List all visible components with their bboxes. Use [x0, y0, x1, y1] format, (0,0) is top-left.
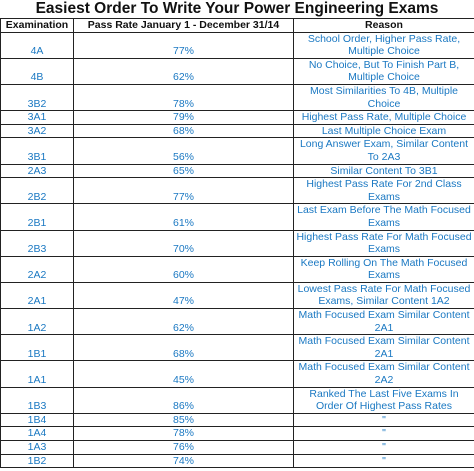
- title: Easiest Order To Write Your Power Engine…: [35, 0, 439, 17]
- reason-cell: Highest Pass Rate For Math Focused Exams: [293, 229, 474, 257]
- pass-rate-cell: 77%: [73, 31, 294, 59]
- exam-cell: 4A: [0, 31, 74, 59]
- exam-cell: 4B: [0, 57, 74, 85]
- reason-cell: Highest Pass Rate For 2nd Class Exams: [293, 177, 474, 205]
- reason-cell: Highest Pass Rate, Multiple Choice: [293, 110, 474, 125]
- reason-cell: Keep Rolling On The Math Focused Exams: [293, 255, 474, 283]
- exam-cell: 1B2: [0, 453, 74, 469]
- pass-rate-cell: 62%: [73, 308, 294, 336]
- table-row: 1A3 76% ": [0, 440, 474, 455]
- exam-cell: 3B2: [0, 83, 74, 112]
- pass-rate-cell: 85%: [73, 412, 294, 428]
- table-row: 3A1 79% Highest Pass Rate, Multiple Choice: [0, 110, 474, 125]
- reason-cell: Last Multiple Choice Exam: [293, 123, 474, 139]
- exam-cell: 1B4: [0, 412, 74, 428]
- table-row: 2A1 47% Lowest Pass Rate For Math Focused …: [0, 281, 474, 310]
- reason-cell: Last Exam Before The Math Focused Exams: [293, 203, 474, 231]
- pass-rate-cell: 86%: [73, 386, 294, 414]
- exam-cell: 3A1: [0, 110, 74, 125]
- reason-cell: Math Focused Exam Similar Content 2A1: [293, 308, 474, 336]
- column-header: Pass Rate January 1 - December 31/14: [73, 18, 294, 33]
- pass-rate-cell: 62%: [73, 57, 294, 85]
- reason-cell: Math Focused Exam Similar Content 2A1: [293, 334, 474, 362]
- table-row: 3B2 78% Most Similarities To 4B, Multiple …: [0, 83, 474, 112]
- table-row: 2B2 77% Highest Pass Rate For 2nd Class Ex…: [0, 177, 474, 205]
- exam-cell: 2B3: [0, 229, 74, 257]
- exam-cell: 2A1: [0, 281, 74, 310]
- pass-rate-cell: 78%: [73, 426, 294, 441]
- reason-cell: Math Focused Exam Similar Content 2A2: [293, 360, 474, 388]
- exam-cell: 2A2: [0, 255, 74, 283]
- table-row: 2B1 61% Last Exam Before The Math Focused …: [0, 203, 474, 231]
- pass-rate-cell: 74%: [73, 453, 294, 469]
- table-row: 1B3 86% Ranked The Last Five Exams In Orde…: [0, 386, 474, 414]
- table-row: 3B1 56% Long Answer Exam, Similar Content …: [0, 137, 474, 165]
- reason-cell: Long Answer Exam, Similar Content To 2A3: [293, 137, 474, 165]
- exam-cell: 2B2: [0, 177, 74, 205]
- reason-cell: Ranked The Last Five Exams In Order Of H…: [293, 386, 474, 414]
- table-head: Examination Pass Rate January 1 - Decembe…: [0, 18, 474, 33]
- exam-cell: 1B1: [0, 334, 74, 362]
- reason-cell: Lowest Pass Rate For Math Focused Exams,…: [293, 281, 474, 310]
- pass-rate-cell: 65%: [73, 163, 294, 179]
- table-row: 4A 77% School Order, Higher Pass Rate, Mul…: [0, 31, 474, 59]
- reason-cell: ": [293, 426, 474, 441]
- table-row: 1A4 78% ": [0, 426, 474, 441]
- table-row: 4B 62% No Choice, But To Finish Part B, Mu…: [0, 57, 474, 85]
- table-row: 1A1 45% Math Focused Exam Similar Content …: [0, 360, 474, 388]
- exam-cell: 1A2: [0, 308, 74, 336]
- reason-cell: ": [293, 453, 474, 469]
- table-row: 1B2 74% ": [0, 453, 474, 469]
- table-row: 1B4 85% ": [0, 412, 474, 428]
- exam-cell: 3A2: [0, 123, 74, 139]
- column-header: Examination: [0, 18, 74, 33]
- header-row: Examination Pass Rate January 1 - Decembe…: [0, 18, 474, 33]
- reason-cell: No Choice, But To Finish Part B, Multipl…: [293, 57, 474, 85]
- table: Examination Pass Rate January 1 - Decembe…: [0, 18, 474, 469]
- pass-rate-cell: 68%: [73, 123, 294, 139]
- exam-cell: 2A3: [0, 163, 74, 179]
- reason-cell: Most Similarities To 4B, Multiple Choice: [293, 83, 474, 112]
- pass-rate-cell: 79%: [73, 110, 294, 125]
- pass-rate-cell: 77%: [73, 177, 294, 205]
- table-row: 3A2 68% Last Multiple Choice Exam: [0, 123, 474, 139]
- exam-cell: 2B1: [0, 203, 74, 231]
- table-row: 2B3 70% Highest Pass Rate For Math Focused…: [0, 229, 474, 257]
- pass-rate-cell: 45%: [73, 360, 294, 388]
- reason-cell: School Order, Higher Pass Rate, Multiple…: [293, 31, 474, 59]
- exam-cell: 1A4: [0, 426, 74, 441]
- pass-rate-cell: 70%: [73, 229, 294, 257]
- table-row: 2A3 65% Similar Content To 3B1: [0, 163, 474, 179]
- exam-cell: 3B1: [0, 137, 74, 165]
- table-row: 1B1 68% Math Focused Exam Similar Content …: [0, 334, 474, 362]
- pass-rate-cell: 56%: [73, 137, 294, 165]
- reason-cell: Similar Content To 3B1: [293, 163, 474, 179]
- column-header: Reason: [293, 18, 474, 33]
- exam-cell: 1A3: [0, 440, 74, 455]
- exam-cell: 1B3: [0, 386, 74, 414]
- pass-rate-cell: 68%: [73, 334, 294, 362]
- pass-rate-cell: 60%: [73, 255, 294, 283]
- pass-rate-cell: 78%: [73, 83, 294, 112]
- pass-rate-cell: 76%: [73, 440, 294, 455]
- table-row: 1A2 62% Math Focused Exam Similar Content …: [0, 308, 474, 336]
- reason-cell: ": [293, 440, 474, 455]
- exam-cell: 1A1: [0, 360, 74, 388]
- table-body: 4A 77% School Order, Higher Pass Rate, Mul…: [0, 31, 474, 469]
- pass-rate-cell: 61%: [73, 203, 294, 231]
- pass-rate-cell: 47%: [73, 281, 294, 310]
- table-row: 2A2 60% Keep Rolling On The Math Focused E…: [0, 255, 474, 283]
- reason-cell: ": [293, 412, 474, 428]
